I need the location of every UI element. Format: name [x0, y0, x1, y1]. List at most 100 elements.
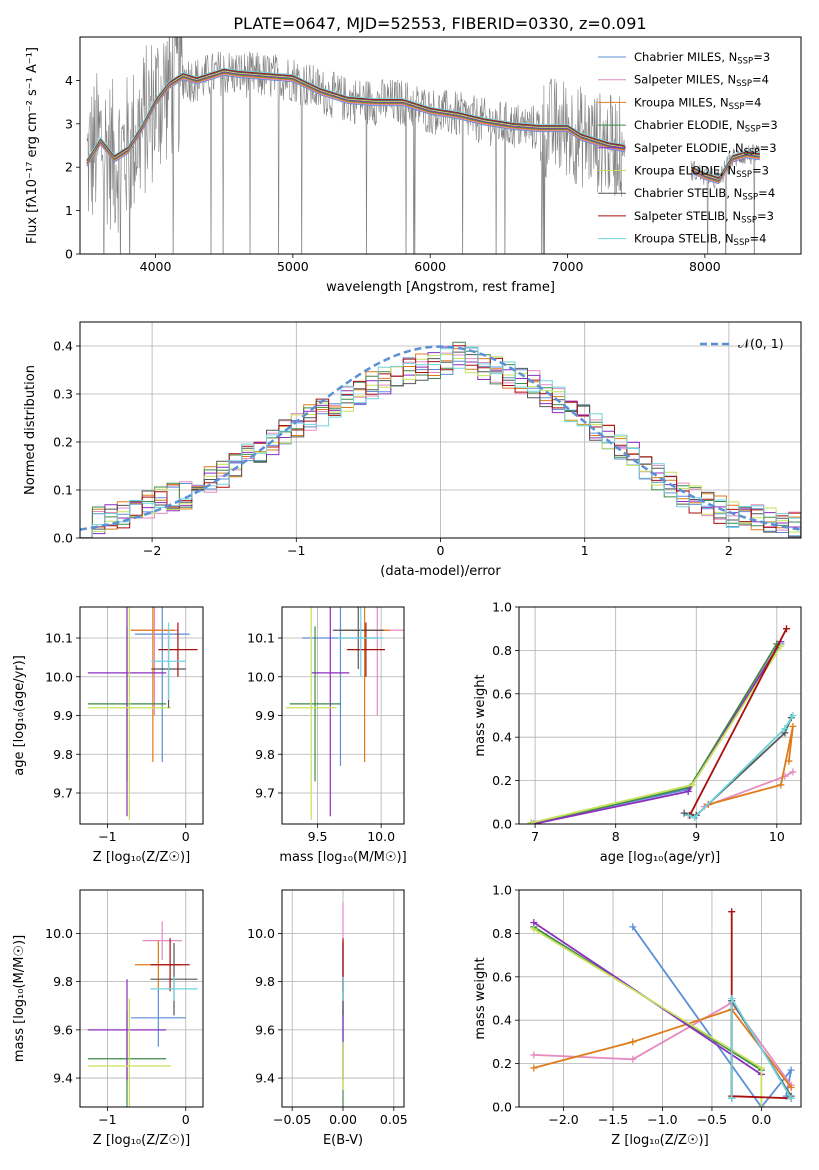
- x-tick-label: 0: [182, 829, 190, 844]
- x-tick-label: 2: [725, 543, 733, 558]
- y-tick-label: 10.0: [247, 669, 275, 684]
- error-bar: [87, 979, 167, 1081]
- error-bar: [158, 622, 198, 677]
- error-bar: [332, 607, 384, 669]
- error-bar: [150, 976, 198, 1001]
- y-tick-label: 10.0: [45, 926, 73, 941]
- y-tick-label: 0: [65, 247, 73, 262]
- legend-entry: Chabrier STELIB, NSSP=4: [634, 186, 775, 203]
- y-tick-label: 9.9: [53, 708, 73, 723]
- x-tick-label: 8000: [689, 259, 721, 274]
- y-tick-label: 9.6: [53, 1022, 73, 1037]
- residuals-axes: −2 −1 0 1 2 0.0 0.1 0.2 0.3 0.4 (data-model)/error…: [23, 322, 801, 579]
- legend-entry: Kroupa MILES, NSSP=4: [634, 95, 761, 112]
- y-axis-label: Normed distribution: [23, 365, 38, 495]
- spectrum-legend: Chabrier MILES, NSSP=3 Salpeter MILES, NS…: [598, 50, 778, 248]
- residual-histogram: [80, 352, 801, 538]
- age_vs_Z-axes: −1 0 9.7 9.8 9.9 10.0 10.1 Z [log₁₀(Z/Z☉)] age […: [12, 607, 203, 865]
- x-tick-label: 1: [581, 543, 589, 558]
- point-marker: [629, 1038, 637, 1046]
- y-tick-label: 1: [65, 203, 73, 218]
- error-bar: [130, 607, 175, 762]
- x-tick-label: −2.0: [548, 1112, 578, 1127]
- point-marker: [728, 908, 736, 916]
- point-marker: [789, 768, 797, 776]
- error-bar: [311, 607, 350, 817]
- legend-entry: Chabrier ELODIE, NSSP=3: [634, 118, 778, 135]
- x-axis-label: Z [log₁₀(Z/Z☉)]: [93, 850, 190, 865]
- normal-curve: [80, 345, 801, 531]
- x-axis-label: wavelength [Angstrom, rest frame]: [326, 280, 555, 295]
- error-bar: [150, 938, 190, 992]
- x-tick-label: 10: [769, 829, 785, 844]
- error-bar: [87, 607, 167, 817]
- error-bar: [130, 988, 186, 1047]
- x-tick-label: −1: [98, 1112, 116, 1127]
- point-marker: [787, 1083, 795, 1091]
- spectrum-axes: 4000 5000 6000 7000 8000 0 1 2 3 4 wavelength [Ang…: [25, 47, 721, 295]
- legend-entry: Kroupa STELIB, NSSP=4: [634, 232, 766, 249]
- error-bar: [289, 626, 341, 782]
- y-axis-label: mass weight: [473, 957, 488, 1039]
- weight_vs_age-lines: [527, 625, 797, 824]
- legend-entry: Kroupa ELODIE, NSSP=3: [634, 164, 769, 181]
- y-tick-label: 10.1: [247, 631, 275, 646]
- y-tick-label: 9.8: [255, 747, 275, 762]
- legend-entry: 𝒩(0, 1): [738, 336, 784, 351]
- x-axis-label: Z [log₁₀(Z/Z☉)]: [611, 1133, 708, 1148]
- x-tick-label: 9.5: [308, 829, 328, 844]
- x-tick-label: 0: [182, 1112, 190, 1127]
- axes-frame: [79, 606, 204, 825]
- y-tick-label: 0.0: [492, 817, 512, 832]
- point-marker: [789, 712, 797, 719]
- x-tick-label: 7: [531, 829, 539, 844]
- error-bar: [346, 622, 385, 677]
- residual-histograms: [80, 341, 801, 538]
- error-bar: [87, 607, 171, 821]
- x-tick-label: −0.05: [273, 1112, 311, 1127]
- point-marker: [688, 781, 696, 789]
- y-tick-label: 9.8: [255, 974, 275, 989]
- point-marker: [680, 809, 688, 817]
- x-tick-label: 4000: [140, 259, 172, 274]
- y-tick-label: 3: [65, 116, 73, 131]
- x-tick-label: 7000: [552, 259, 584, 274]
- error-bar: [337, 607, 384, 677]
- legend-entry: Salpeter ELODIE, NSSP=3: [634, 141, 777, 158]
- point-marker: [785, 757, 793, 765]
- point-marker: [728, 995, 736, 1002]
- y-tick-label: 0.8: [492, 926, 512, 941]
- point-marker: [629, 923, 637, 931]
- error-bar: [87, 998, 171, 1107]
- x-tick-label: 6000: [414, 259, 446, 274]
- axes-frame: [281, 606, 405, 825]
- point-marker: [530, 925, 538, 933]
- mass_vs_ebv-axes: −0.05 0.00 0.05 9.4 9.6 9.8 10.0 E(B-V): [247, 890, 408, 1148]
- y-tick-label: 0.6: [492, 686, 512, 701]
- spectrum-plot: [86, 37, 761, 254]
- y-tick-label: 10.0: [45, 669, 73, 684]
- y-tick-label: 0.2: [53, 435, 73, 450]
- x-axis-label: E(B-V): [323, 1133, 363, 1148]
- legend-entry: Salpeter MILES, NSSP=4: [634, 73, 769, 90]
- x-tick-label: 0: [437, 543, 445, 558]
- y-axis-label: mass [log₁₀(M/M☉)]: [12, 935, 27, 1062]
- y-tick-label: 0.4: [492, 1013, 512, 1028]
- point-marker: [757, 1064, 765, 1072]
- weight_vs_Z-grid: [519, 889, 801, 1108]
- error-bar: [285, 607, 337, 821]
- y-tick-label: 9.6: [255, 1022, 275, 1037]
- x-tick-label: −1.5: [598, 1112, 628, 1127]
- weight_vs_age-axes: 7 8 9 10 0.0 0.2 0.4 0.6 0.8 1.0 age [log₁₀(age/yr…: [473, 600, 801, 865]
- point-marker: [530, 919, 538, 927]
- y-tick-label: 9.4: [53, 1071, 73, 1086]
- point-marker: [684, 811, 692, 819]
- y-tick-label: 9.7: [53, 786, 73, 801]
- x-tick-label: −1: [98, 829, 116, 844]
- age_vs_mass-points: [285, 607, 404, 821]
- axes-frame: [79, 889, 204, 1108]
- legend-entry: Chabrier MILES, NSSP=3: [634, 50, 770, 67]
- y-tick-label: 10.0: [247, 926, 275, 941]
- x-tick-label: 5000: [277, 259, 309, 274]
